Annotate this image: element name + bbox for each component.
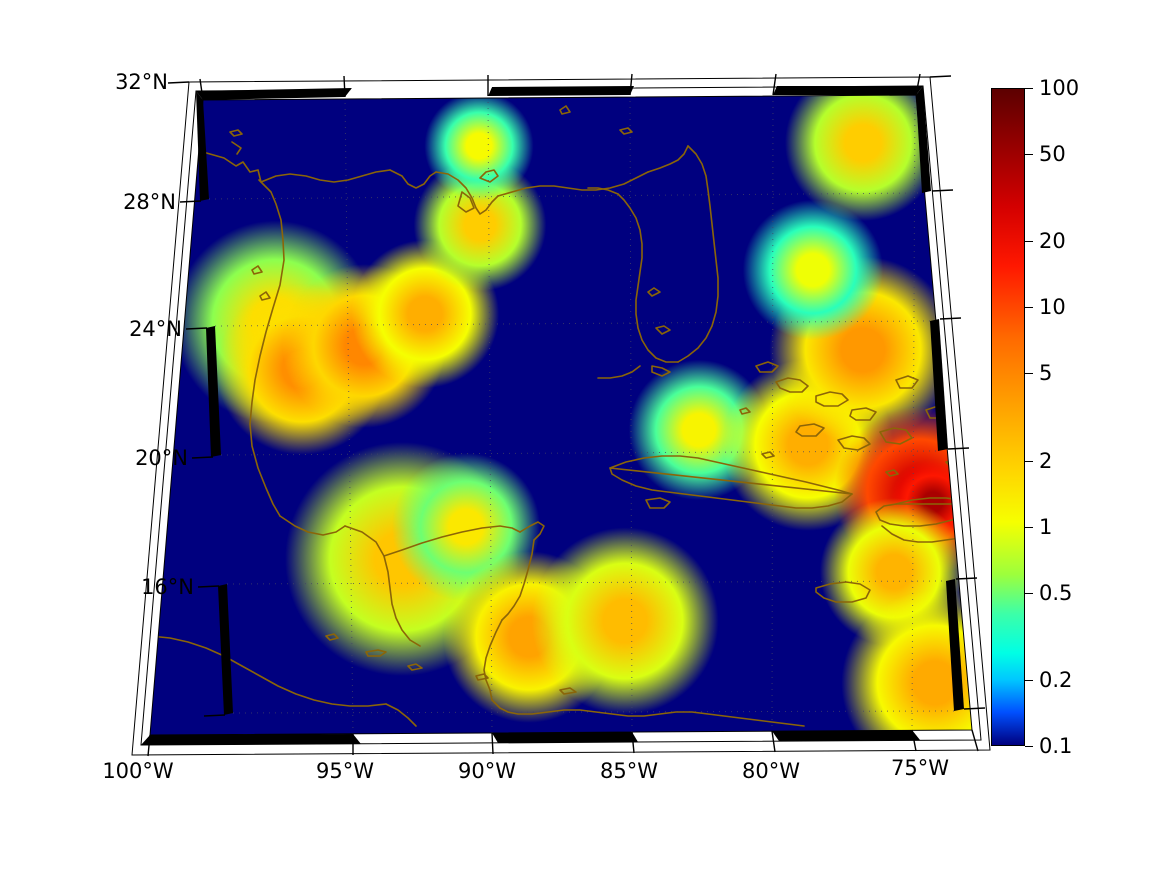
lon-tick-label-95W: 95°W — [316, 759, 374, 783]
lon-tick-label-85W: 85°W — [600, 759, 658, 783]
lat-tick-label-20N: 20°N — [135, 446, 188, 470]
lon-tick-label-75W: 75°W — [891, 756, 949, 780]
colorbar: 100 50 20 10 5 2 1 0.5 0.2 0.1 — [991, 76, 1079, 758]
colorbar-label-20: 20 — [1039, 229, 1066, 254]
colorbar-label-1: 1 — [1039, 514, 1053, 539]
colorbar-tick-1 — [1025, 526, 1033, 528]
colorbar-label-10: 10 — [1039, 295, 1066, 320]
coastline-overlay — [140, 80, 985, 750]
colorbar-label-2: 2 — [1039, 448, 1053, 473]
map-clip-region — [140, 80, 985, 750]
colorbar-tick-0.5 — [1025, 592, 1033, 594]
lat-tick-label-24N: 24°N — [129, 317, 182, 341]
colorbar-gradient — [991, 88, 1025, 746]
lat-tick-label-28N: 28°N — [123, 190, 176, 214]
colorbar-tick-20 — [1025, 241, 1033, 243]
colorbar-label-0.1: 0.1 — [1039, 734, 1073, 758]
colorbar-tick-50 — [1025, 154, 1033, 156]
heatmap-feature-north-gulf-streak — [408, 95, 549, 216]
lat-tick-label-32N: 32°N — [115, 70, 168, 94]
lon-tick-label-80W: 80°W — [742, 759, 800, 783]
map-frame — [131, 73, 991, 757]
lat-tick-label-16N: 16°N — [141, 575, 194, 599]
colorbar-tick-0.1 — [1025, 746, 1033, 747]
colorbar-tick-10 — [1025, 307, 1033, 309]
colorbar-label-0.2: 0.2 — [1039, 667, 1073, 692]
lon-tick-label-90W: 90°W — [458, 759, 516, 783]
heatmap-feature-honduras-caribbean — [504, 500, 745, 735]
precipitation-heatmap — [150, 95, 972, 735]
colorbar-label-5: 5 — [1039, 361, 1053, 386]
lon-tick-label-100W: 100°W — [102, 759, 174, 783]
colorbar-label-50: 50 — [1039, 142, 1066, 167]
map-axes: 32°N 28°N 24°N 20°N 16°N 100°W 95°W 90°W… — [102, 70, 991, 783]
colorbar-label-100: 100 — [1039, 76, 1080, 100]
colorbar-tick-5 — [1025, 373, 1033, 375]
colorbar-tick-100 — [1025, 88, 1033, 89]
colorbar-tick-2 — [1025, 460, 1033, 462]
colorbar-tick-0.2 — [1025, 679, 1033, 681]
colorbar-label-0.5: 0.5 — [1039, 580, 1073, 605]
